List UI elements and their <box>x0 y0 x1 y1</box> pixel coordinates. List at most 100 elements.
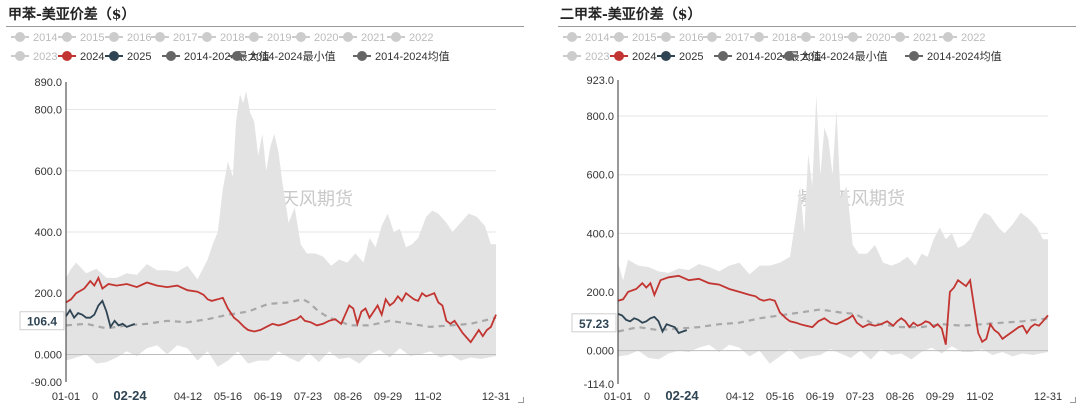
legend-marker <box>567 32 577 42</box>
legend-item-2018[interactable]: 2018 <box>198 32 244 44</box>
legend-label: 2017 <box>725 32 749 44</box>
badge-box <box>19 311 65 331</box>
badge-value: 106.4 <box>27 315 57 329</box>
legend-label: 2024 <box>632 51 656 63</box>
x-tick-label: 04-12 <box>174 391 202 403</box>
title-divider <box>558 26 1076 27</box>
legend-marker <box>801 32 811 42</box>
legend-item-2014-2024最大值[interactable]: 2014-2024最大值 <box>162 49 270 63</box>
y-tick-label: -90.00 <box>31 377 62 389</box>
legend-item-2023[interactable]: 2023 <box>563 51 609 63</box>
legend-item-2015[interactable]: 2015 <box>58 32 104 44</box>
series-2025-line <box>617 313 688 335</box>
legend-marker <box>62 51 72 61</box>
legend-item-2023[interactable]: 2023 <box>11 51 57 63</box>
legend-label: 2021 <box>361 32 385 44</box>
legend-item-2016[interactable]: 2016 <box>657 32 703 44</box>
y-tick-label: 923.0 <box>586 75 614 87</box>
y-tick-label: 800.0 <box>586 111 614 123</box>
legend-item-2014-2024均值[interactable]: 2014-2024均值 <box>905 50 1002 63</box>
resize-handle-icon <box>518 397 524 403</box>
x-tick-label: 08-26 <box>334 391 362 403</box>
legend-marker <box>343 32 353 42</box>
legend-item-2019[interactable]: 2019 <box>797 32 843 44</box>
legend-marker <box>784 51 794 61</box>
series-2025-line <box>65 299 136 330</box>
x-tick-label: 07-23 <box>846 391 874 403</box>
legend-item-2014[interactable]: 2014 <box>11 32 57 44</box>
legend-item-2019[interactable]: 2019 <box>245 32 291 44</box>
legend-item-2014-2024均值[interactable]: 2014-2024均值 <box>353 50 450 63</box>
legend-label: 2020 <box>314 32 338 44</box>
legend-marker <box>909 51 919 61</box>
x-tick-label: 0 <box>644 391 650 403</box>
x-tick-label: 0 <box>92 391 98 403</box>
x-tick-label: 05-16 <box>214 391 242 403</box>
legend-marker <box>391 32 401 42</box>
legend-marker <box>614 51 624 61</box>
y-tick-label: 200.0 <box>34 288 62 300</box>
chart-title: 二甲苯-美亚价差（$） <box>560 7 702 23</box>
x-tick-label: 09-29 <box>374 391 402 403</box>
legend-marker <box>848 32 858 42</box>
legend-item-2025[interactable]: 2025 <box>657 51 703 63</box>
x-tick-label: 01-01 <box>604 391 632 403</box>
legend-item-2021[interactable]: 2021 <box>339 32 385 44</box>
legend-item-2016[interactable]: 2016 <box>105 32 151 44</box>
legend-item-2017[interactable]: 2017 <box>151 32 197 44</box>
legend-item-2014[interactable]: 2014 <box>563 32 609 44</box>
badge-value: 57.23 <box>579 317 609 331</box>
legend-marker <box>943 32 953 42</box>
legend-item-2015[interactable]: 2015 <box>610 32 656 44</box>
x-tick-label: 09-29 <box>926 391 954 403</box>
y-tick-label: 0.000 <box>34 349 62 361</box>
legend-item-2014-2024最小值[interactable]: 2014-2024最小值 <box>228 50 336 63</box>
legend-label: 2014-2024最大值 <box>184 49 270 63</box>
legend-label: 2015 <box>80 32 104 44</box>
legend-item-2025[interactable]: 2025 <box>105 51 151 63</box>
x-tick-label: 02-24 <box>113 388 147 403</box>
x-tick-label: 04-12 <box>726 391 754 403</box>
x-tick-label: 11-02 <box>414 391 441 403</box>
legend-item-2024[interactable]: 2024 <box>610 51 656 63</box>
legend-marker <box>15 32 25 42</box>
legend-item-2020[interactable]: 2020 <box>844 32 890 44</box>
x-tick-label: 06-19 <box>254 391 282 403</box>
legend-marker <box>754 32 764 42</box>
legend-label: 2021 <box>913 32 937 44</box>
x-tick-label: 12-31 <box>1034 391 1062 403</box>
legend-label: 2016 <box>127 32 151 44</box>
legend-item-2018[interactable]: 2018 <box>750 32 796 44</box>
y-tick-label: 890.0 <box>34 77 62 89</box>
legend-marker <box>62 32 72 42</box>
legend-marker <box>614 32 624 42</box>
legend-item-2020[interactable]: 2020 <box>292 32 338 44</box>
legend-item-2022[interactable]: 2022 <box>387 32 433 44</box>
legend-marker <box>718 51 728 61</box>
x-tick-label: 02-24 <box>665 388 699 403</box>
legend-label: 2017 <box>173 32 197 44</box>
legend-marker <box>707 32 717 42</box>
legend-label: 2019 <box>819 32 843 44</box>
legend-item-2017[interactable]: 2017 <box>703 32 749 44</box>
legend-item-2024[interactable]: 2024 <box>58 51 104 63</box>
legend-item-2014-2024最大值[interactable]: 2014-2024最大值 <box>714 49 822 63</box>
y-tick-label: 200.0 <box>586 287 614 299</box>
toluene-spread-chart: 2014 2015 2016 2017 2018 2019 2020 2021 2022 2023… <box>11 32 510 403</box>
title-divider <box>6 26 524 27</box>
legend-item-2022[interactable]: 2022 <box>939 32 985 44</box>
legend-item-2021[interactable]: 2021 <box>891 32 937 44</box>
current-value-badge: 57.23 <box>571 313 617 333</box>
series-mean-line <box>65 298 497 330</box>
legend-label: 2024 <box>80 51 104 63</box>
legend-marker <box>661 51 671 61</box>
legend-marker <box>155 32 165 42</box>
series-mean-line <box>617 308 1049 333</box>
legend-item-2014-2024最小值[interactable]: 2014-2024最小值 <box>780 50 888 63</box>
y-tick-label: 600.0 <box>586 170 614 182</box>
legend-label: 2025 <box>679 51 703 63</box>
resize-handle-icon <box>1070 397 1076 403</box>
legend-label: 2015 <box>632 32 656 44</box>
y-tick-label: 800.0 <box>34 105 62 117</box>
x-tick-label: 05-16 <box>766 391 794 403</box>
